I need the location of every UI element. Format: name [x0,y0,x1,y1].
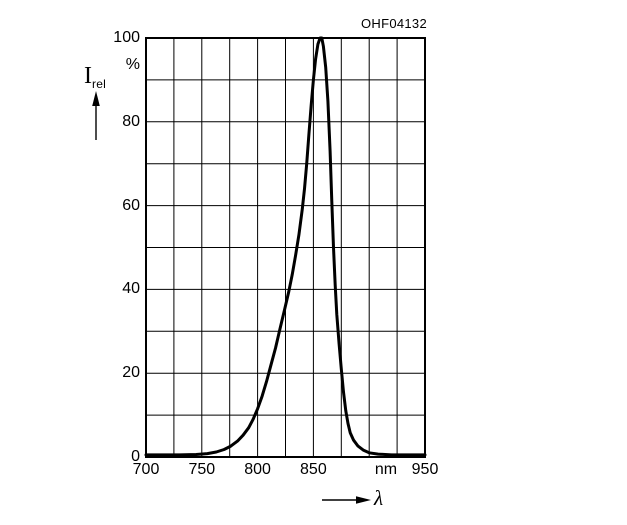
x-tick-label: 800 [244,461,271,478]
y-axis-subscript: rel [92,77,106,91]
x-tick-label: 700 [132,461,160,478]
y-axis-title: Irel [84,63,106,91]
y-axis-unit-label: % [125,56,140,73]
y-tick-label: 80 [122,112,140,130]
y-axis-arrow-icon [92,91,100,140]
spectrum-curve [144,36,427,457]
grid-lines [146,38,425,457]
x-tick-label: 850 [300,461,327,478]
y-tick-label: 60 [122,196,140,214]
y-axis-symbol: I [84,63,92,89]
y-tick-label: 20 [122,364,140,382]
y-tick-label: 40 [122,280,140,298]
figure-id-label: OHF04132 [361,16,427,31]
x-axis-symbol-label: λ [374,486,384,510]
x-axis-unit-label: nm [374,461,398,478]
x-tick-label: 950 [411,461,439,478]
plot-border [145,37,426,458]
x-tick-label: 750 [188,461,216,478]
y-tick-label: 0 [131,448,140,465]
x-axis-arrow-icon [322,496,371,504]
y-tick-label: 100 [113,29,140,46]
